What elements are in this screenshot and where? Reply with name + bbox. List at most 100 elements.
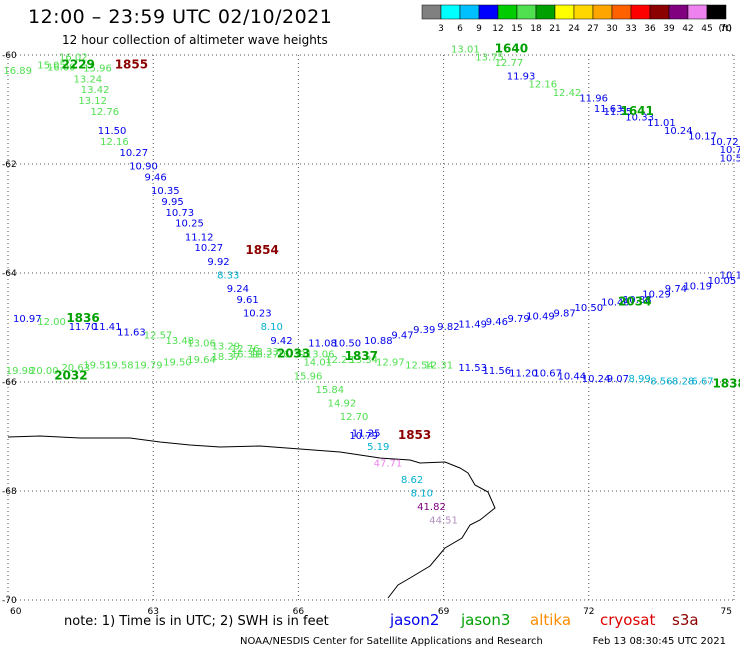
wave-height-value: 9.46: [486, 317, 508, 328]
colorbar-tick-label: 21: [549, 24, 560, 34]
satellite-legend-2: altika: [530, 611, 571, 629]
colorbar-tick-label: 30: [606, 24, 618, 34]
x-tick-label: 60: [10, 607, 22, 617]
colorbar-tick-label: 33: [625, 24, 636, 34]
wave-height-value: 41.82: [417, 502, 446, 513]
wave-height-value: 16.89: [3, 66, 32, 77]
wave-height-value: 16.27: [250, 349, 279, 360]
wave-height-value: 20.63: [61, 363, 90, 374]
pass-time-label: 1854: [245, 243, 278, 257]
wave-height-value: 10.19: [683, 281, 712, 292]
wave-height-value: 11.63: [117, 328, 146, 339]
wave-height-value: 9.39: [413, 325, 435, 336]
pass-time-label: 1855: [115, 58, 148, 72]
chart-title: 12:00 – 23:59 UTC 02/10/2021: [28, 6, 333, 28]
wave-height-value: 19.64: [187, 355, 216, 366]
colorbar-swatch: [535, 4, 556, 20]
color-scale-legend: 3 6 9 12 15 18 21 24 27 30 33 36 39 42 45 70(ft): [421, 4, 732, 34]
wave-height-value: 11.93: [507, 72, 536, 83]
y-tick-label: -66: [2, 378, 17, 388]
x-tick-label: 66: [293, 607, 305, 617]
wave-height-value: 12.77: [495, 58, 524, 69]
wave-height-value: 11.41: [93, 322, 122, 333]
wave-height-value: 13.01: [451, 44, 480, 55]
wave-height-value: 10.15: [720, 270, 740, 281]
colorbar-swatch: [459, 4, 480, 20]
colorbar-tick-label: 42: [682, 24, 693, 34]
satellite-legend-1: jason3: [460, 611, 510, 629]
wave-height-value: 13.06: [306, 349, 335, 360]
colorbar-tick-label: 45: [701, 24, 712, 34]
wave-height-value: 8.28: [672, 377, 694, 388]
wave-height-value: 12.42: [553, 88, 582, 99]
wave-height-value: 16.31: [231, 349, 260, 360]
wave-height-value: 12.31: [424, 360, 453, 371]
y-tick-label: -62: [2, 160, 17, 170]
wave-height-value: 13.42: [81, 85, 110, 96]
wave-height-value: 10.40: [601, 298, 630, 309]
wave-height-value: 18.37: [211, 352, 240, 363]
wave-height-value: 11.49: [458, 320, 487, 331]
wave-height-value: 13.48: [165, 336, 194, 347]
chart-subtitle: 12 hour collection of altimeter wave hei…: [62, 33, 328, 47]
x-tick-label: 72: [583, 607, 594, 617]
wave-height-value: 10.73: [165, 208, 194, 219]
wave-height-value: 12.76: [90, 107, 119, 118]
colorbar-tick-label: 18: [530, 24, 542, 34]
wave-height-value: 11.63: [594, 104, 623, 115]
wave-height-value: 10.24: [664, 126, 693, 137]
wave-height-value: 10.88: [623, 295, 652, 306]
colorbar-tick-label: 15: [511, 24, 522, 34]
colorbar-swatch: [440, 4, 461, 20]
wave-height-value: 11.96: [579, 93, 608, 104]
colorbar-tick-label: 39: [663, 24, 675, 34]
wave-height-value: 10.25: [175, 219, 204, 230]
wave-height-value: 12.00: [37, 317, 66, 328]
wave-height-value: 9.47: [391, 330, 413, 341]
wave-height-value: 47.71: [374, 458, 403, 469]
wave-height-value: 10.73: [720, 145, 740, 156]
colorbar-swatch: [592, 4, 613, 20]
colorbar-swatch: [554, 4, 575, 20]
axis-tick-labels: 60 63 66 69 72 75 -60 -62 -64 -66 -68 -70: [2, 51, 732, 617]
wave-height-value: 9.92: [207, 257, 229, 268]
pass-time-label: 1641: [620, 104, 653, 118]
wave-height-value: 10.35: [151, 186, 180, 197]
wave-height-value: 13.24: [74, 74, 103, 85]
wave-height-value: 16.00: [47, 62, 76, 73]
wave-height-value: 19.79: [134, 360, 163, 371]
pass-time-label: 1640: [495, 41, 528, 55]
wave-height-value: 9.87: [553, 309, 575, 320]
pass-time-label: 2034: [618, 295, 651, 309]
wave-height-value: 10.67: [533, 369, 562, 380]
satellite-legend-4: s3a: [672, 611, 699, 629]
satellite-legend-0: jason2: [389, 611, 439, 629]
wave-height-value: 10.24: [582, 374, 611, 385]
wave-height-value: 10.50: [574, 303, 603, 314]
wave-height-value: 9.79: [507, 314, 529, 325]
pass-time-label: 1837: [345, 349, 378, 363]
wave-height-value: 10.27: [195, 243, 224, 254]
wave-height-value: 8.10: [411, 488, 433, 499]
wave-height-value: 12.97: [376, 358, 405, 369]
colorbar-swatch: [497, 4, 518, 20]
wave-height-value: 8.62: [401, 475, 423, 486]
wave-height-value: 9.46: [144, 172, 166, 183]
pass-time-label: 1838: [712, 376, 740, 390]
wave-height-value: 11.01: [647, 118, 676, 129]
wave-height-value: 10.58: [720, 153, 740, 164]
wave-height-value: 11.70: [69, 322, 98, 333]
colorbar-swatch: [421, 4, 442, 20]
pass-time-label: 1853: [398, 428, 431, 442]
wave-height-value: 11.50: [98, 126, 127, 137]
wave-height-value: 10.50: [332, 339, 361, 350]
x-tick-label: 75: [721, 607, 732, 617]
wave-height-value: 11.20: [509, 369, 538, 380]
colorbar-swatch: [630, 4, 651, 20]
colorbar-swatch: [611, 4, 632, 20]
wave-height-value: 10.79: [349, 431, 378, 442]
wave-height-value: 9.74: [665, 284, 687, 295]
wave-height-value: 9.95: [161, 197, 183, 208]
